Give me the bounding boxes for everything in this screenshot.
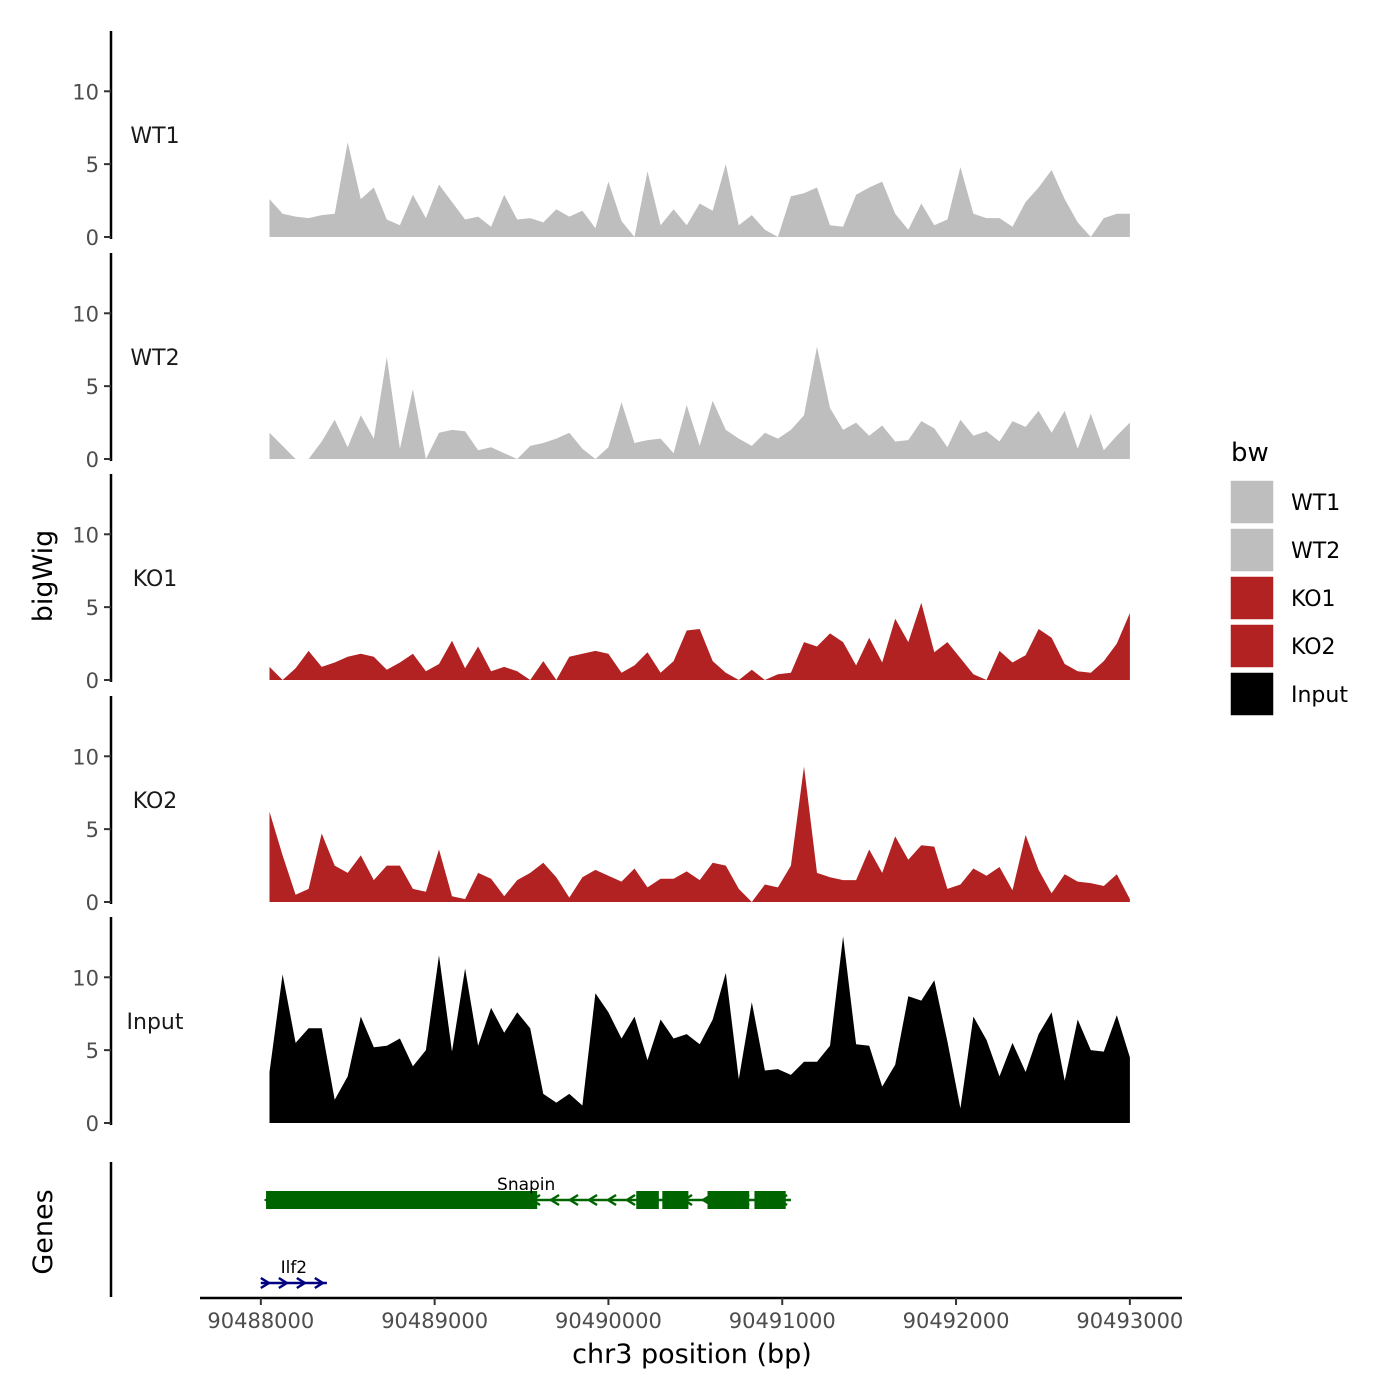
y-tick-label-wt1-0: 0	[86, 226, 99, 250]
legend-label-ko2: KO2	[1291, 635, 1336, 660]
track-label-ko2: KO2	[133, 789, 178, 814]
y-tick-label-wt1-10: 10	[72, 80, 99, 104]
strand-arrow	[548, 1193, 560, 1207]
strand-arrow	[586, 1193, 598, 1207]
legend-key-ko2	[1229, 623, 1275, 669]
y-tick-label-input-0: 0	[86, 1112, 99, 1136]
strand-arrow	[605, 1193, 617, 1207]
y-tick-label-ko2-5: 5	[86, 818, 99, 842]
area-wt2	[269, 346, 1130, 459]
exon-snapin-5	[754, 1191, 786, 1209]
legend-label-ko1: KO1	[1291, 587, 1336, 612]
track-label-input: Input	[127, 1010, 184, 1035]
panel-ko2: 0 5 10 KO2	[72, 696, 1130, 915]
gene-snapin: Snapin	[263, 1175, 791, 1209]
strand-arrow	[296, 1276, 308, 1290]
strand-arrow	[314, 1276, 326, 1290]
y-tick-label-ko1-0: 0	[86, 669, 99, 693]
y-tick-label-input-10: 10	[72, 966, 99, 990]
area-ko2	[269, 766, 1130, 902]
legend-label-input: Input	[1291, 683, 1348, 708]
gene-label-snapin: Snapin	[497, 1175, 555, 1195]
legend-key-ko1	[1229, 575, 1275, 621]
panel-wt1: 0 5 10 WT1	[72, 31, 1130, 250]
track-panels: 0 5 10 WT1 0 5 10 WT2 0 5 10 KO1 0 5 10 KO2 0 5 10 Input	[72, 31, 1130, 1136]
x-tick-label-90490000: 90490000	[555, 1309, 662, 1333]
x-axis-title: chr3 position (bp)	[572, 1339, 812, 1370]
exon-snapin-1	[266, 1191, 538, 1209]
panel-wt2: 0 5 10 WT2	[72, 253, 1130, 472]
genes-axis-title: Genes	[28, 1189, 59, 1274]
y-tick-label-ko1-10: 10	[72, 523, 99, 547]
legend-key-wt2	[1229, 527, 1275, 573]
x-tick-label-90488000: 90488000	[207, 1309, 314, 1333]
y-tick-label-ko1-5: 5	[86, 596, 99, 620]
legend-label-wt2: WT2	[1291, 539, 1340, 564]
track-label-ko1: KO1	[133, 567, 178, 592]
strand-arrow	[278, 1276, 290, 1290]
y-tick-label-wt2-0: 0	[86, 448, 99, 472]
area-ko1	[269, 602, 1130, 680]
y-tick-label-wt2-10: 10	[72, 302, 99, 326]
track-label-wt2: WT2	[130, 346, 179, 371]
y-tick-label-wt2-5: 5	[86, 375, 99, 399]
track-label-wt1: WT1	[130, 124, 179, 149]
gene-ilf2: Ilf2	[260, 1258, 327, 1290]
area-wt1	[269, 142, 1130, 237]
y-tick-label-wt1-5: 5	[86, 153, 99, 177]
exon-snapin-2	[636, 1191, 659, 1209]
strand-arrow	[624, 1193, 636, 1207]
x-tick-label-90493000: 90493000	[1076, 1309, 1183, 1333]
legend-key-input	[1229, 671, 1275, 717]
y-axis-title: bigWig	[28, 530, 59, 623]
legend-title: bw	[1231, 438, 1269, 468]
legend-key-wt1	[1229, 479, 1275, 525]
genes-panel: Snapin Ilf2	[109, 1162, 791, 1297]
panel-ko1: 0 5 10 KO1	[72, 474, 1130, 693]
x-tick-label-90492000: 90492000	[903, 1309, 1010, 1333]
legend: bw WT1 WT2 KO1 KO2 Input	[1229, 438, 1348, 717]
x-tick-label-90491000: 90491000	[729, 1309, 836, 1333]
exon-snapin-4	[707, 1191, 750, 1209]
y-tick-label-ko2-0: 0	[86, 891, 99, 915]
strand-arrow	[260, 1276, 272, 1290]
y-tick-label-ko2-10: 10	[72, 745, 99, 769]
area-input	[269, 936, 1130, 1123]
strand-arrow	[567, 1193, 579, 1207]
legend-label-wt1: WT1	[1291, 491, 1340, 516]
exon-snapin-3	[662, 1191, 689, 1209]
gene-label-ilf2: Ilf2	[281, 1258, 308, 1278]
y-tick-label-input-5: 5	[86, 1039, 99, 1063]
panel-input: 0 5 10 Input	[72, 917, 1130, 1136]
x-tick-label-90489000: 90489000	[381, 1309, 488, 1333]
x-axis: 90488000 90489000 90490000 90491000 90492000…	[200, 1296, 1183, 1333]
